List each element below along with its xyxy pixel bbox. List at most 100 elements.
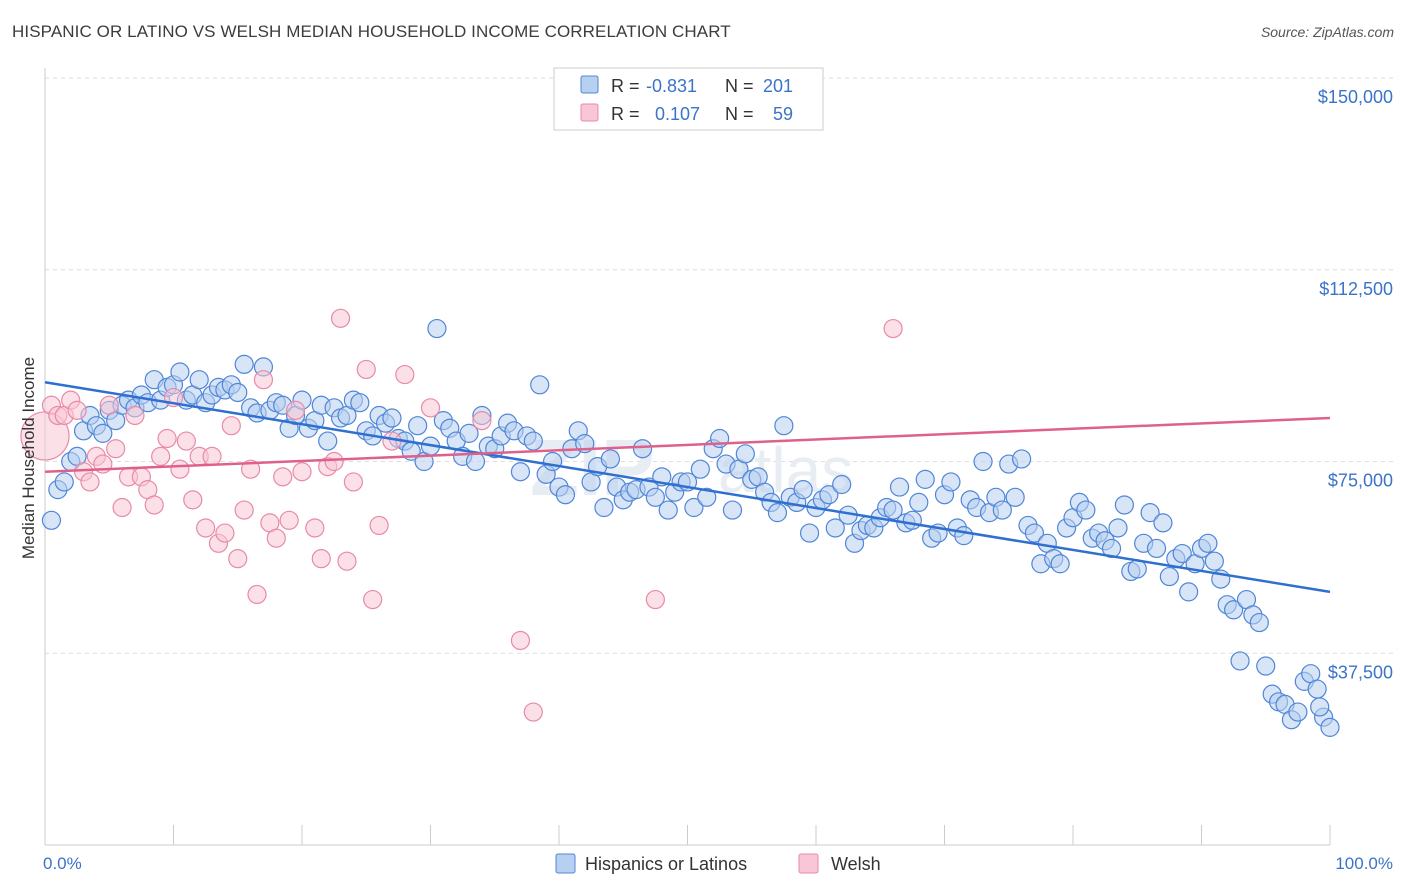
point-welsh-10 bbox=[99, 395, 119, 415]
point-welsh-50 bbox=[369, 515, 389, 536]
point-hispanic-65 bbox=[459, 423, 479, 443]
point-hispanic-181 bbox=[1204, 551, 1224, 571]
point-welsh-23 bbox=[183, 490, 203, 510]
point-welsh-45 bbox=[330, 308, 351, 328]
point-hispanic-75 bbox=[523, 431, 543, 451]
point-hispanic-101 bbox=[690, 459, 710, 479]
point-hispanic-121 bbox=[819, 485, 839, 505]
point-welsh-48 bbox=[356, 359, 376, 380]
point-hispanic-197 bbox=[1307, 679, 1327, 699]
point-hispanic-78 bbox=[542, 451, 563, 472]
point-welsh-33 bbox=[247, 584, 267, 605]
point-welsh-38 bbox=[279, 510, 299, 530]
legend-bottom-pink-label: Welsh bbox=[831, 854, 881, 874]
point-hispanic-194 bbox=[1288, 702, 1308, 722]
legend-pink-swatch bbox=[580, 103, 599, 122]
point-hispanic-106 bbox=[722, 500, 743, 520]
y-tick-label-2: $112,500 bbox=[1319, 279, 1393, 299]
trend-line-welsh bbox=[44, 416, 1331, 473]
legend-bottom-blue-swatch bbox=[555, 853, 576, 874]
point-hispanic-135 bbox=[909, 492, 929, 513]
point-hispanic-174 bbox=[1159, 566, 1179, 587]
point-hispanic-96 bbox=[658, 500, 678, 520]
point-hispanic-114 bbox=[774, 416, 794, 436]
point-hispanic-161 bbox=[1076, 500, 1096, 520]
point-hispanic-173 bbox=[1153, 513, 1173, 533]
point-hispanic-200 bbox=[1310, 697, 1330, 717]
point-welsh-54 bbox=[472, 410, 492, 431]
point-hispanic-86 bbox=[594, 497, 614, 518]
point-hispanic-177 bbox=[1179, 582, 1199, 602]
point-welsh-58 bbox=[883, 318, 903, 339]
axes bbox=[44, 68, 1331, 846]
legend-pink-r-label: R = bbox=[611, 104, 640, 124]
x-tick-start: 0.0% bbox=[43, 854, 82, 873]
point-welsh-7 bbox=[80, 472, 100, 492]
point-welsh-19 bbox=[157, 428, 177, 449]
y-tick-label-0: $37,500 bbox=[1328, 662, 1393, 682]
y-axis-label: Median Household Income bbox=[19, 357, 38, 559]
source-label: Source: ZipAtlas.com bbox=[1260, 24, 1394, 40]
point-hispanic-166 bbox=[1108, 518, 1128, 538]
point-hispanic-87 bbox=[600, 449, 621, 469]
legend-pink-n-value: 59 bbox=[773, 104, 793, 124]
point-welsh-22 bbox=[176, 431, 196, 451]
point-hispanic-23 bbox=[189, 370, 209, 390]
point-hispanic-53 bbox=[382, 408, 402, 428]
point-hispanic-29 bbox=[228, 382, 248, 403]
point-welsh-52 bbox=[395, 364, 415, 385]
point-welsh-25 bbox=[196, 518, 216, 538]
point-hispanic-184 bbox=[1224, 600, 1244, 620]
point-hispanic-92 bbox=[632, 439, 653, 459]
trend-lines bbox=[44, 381, 1331, 594]
point-hispanic-199 bbox=[1320, 717, 1340, 737]
point-welsh-36 bbox=[266, 528, 286, 548]
legend-bottom-blue-label: Hispanics or Latinos bbox=[585, 854, 747, 874]
point-welsh-46 bbox=[337, 551, 357, 571]
point-hispanic-76 bbox=[530, 375, 550, 395]
point-hispanic-20 bbox=[170, 362, 190, 382]
point-hispanic-0 bbox=[41, 510, 62, 530]
point-hispanic-151 bbox=[1011, 449, 1032, 469]
legend-blue-n-value: 201 bbox=[763, 76, 793, 96]
point-welsh-14 bbox=[125, 405, 145, 426]
point-welsh-28 bbox=[215, 523, 235, 543]
legend-blue-r-value: -0.831 bbox=[646, 76, 697, 96]
point-welsh-5 bbox=[67, 400, 87, 420]
point-hispanic-176 bbox=[1172, 543, 1192, 564]
point-hispanic-57 bbox=[408, 416, 428, 436]
legend-bottom-pink-swatch bbox=[798, 853, 819, 874]
point-hispanic-157 bbox=[1050, 554, 1070, 574]
point-welsh-40 bbox=[292, 462, 312, 482]
point-hispanic-123 bbox=[832, 474, 852, 495]
point-hispanic-117 bbox=[793, 480, 813, 500]
x-tick-end: 100.0% bbox=[1335, 854, 1393, 873]
point-hispanic-108 bbox=[735, 444, 755, 464]
point-hispanic-80 bbox=[555, 485, 576, 505]
point-hispanic-30 bbox=[234, 354, 254, 374]
point-welsh-55 bbox=[510, 630, 531, 651]
point-welsh-31 bbox=[234, 500, 254, 520]
point-hispanic-180 bbox=[1198, 533, 1218, 553]
point-hispanic-142 bbox=[954, 526, 974, 546]
legend-bottom: Hispanics or Latinos Welsh bbox=[555, 853, 881, 874]
point-hispanic-113 bbox=[767, 503, 788, 523]
point-hispanic-150 bbox=[1005, 487, 1025, 507]
point-hispanic-48 bbox=[350, 393, 370, 413]
point-hispanic-102 bbox=[697, 487, 717, 507]
point-hispanic-73 bbox=[510, 462, 531, 482]
point-welsh-56 bbox=[523, 702, 543, 722]
point-hispanic-118 bbox=[799, 523, 820, 543]
point-welsh-26 bbox=[202, 446, 222, 466]
point-hispanic-100 bbox=[684, 497, 704, 518]
point-welsh-32 bbox=[241, 459, 261, 479]
trend-line-hispanic bbox=[44, 381, 1331, 594]
point-hispanic-148 bbox=[992, 500, 1012, 520]
point-welsh-30 bbox=[228, 549, 248, 569]
point-hispanic-43 bbox=[318, 431, 338, 451]
legend-blue-swatch bbox=[580, 75, 599, 94]
y-tick-label-3: $150,000 bbox=[1318, 87, 1393, 107]
point-hispanic-145 bbox=[973, 451, 993, 472]
point-welsh-49 bbox=[363, 589, 383, 610]
